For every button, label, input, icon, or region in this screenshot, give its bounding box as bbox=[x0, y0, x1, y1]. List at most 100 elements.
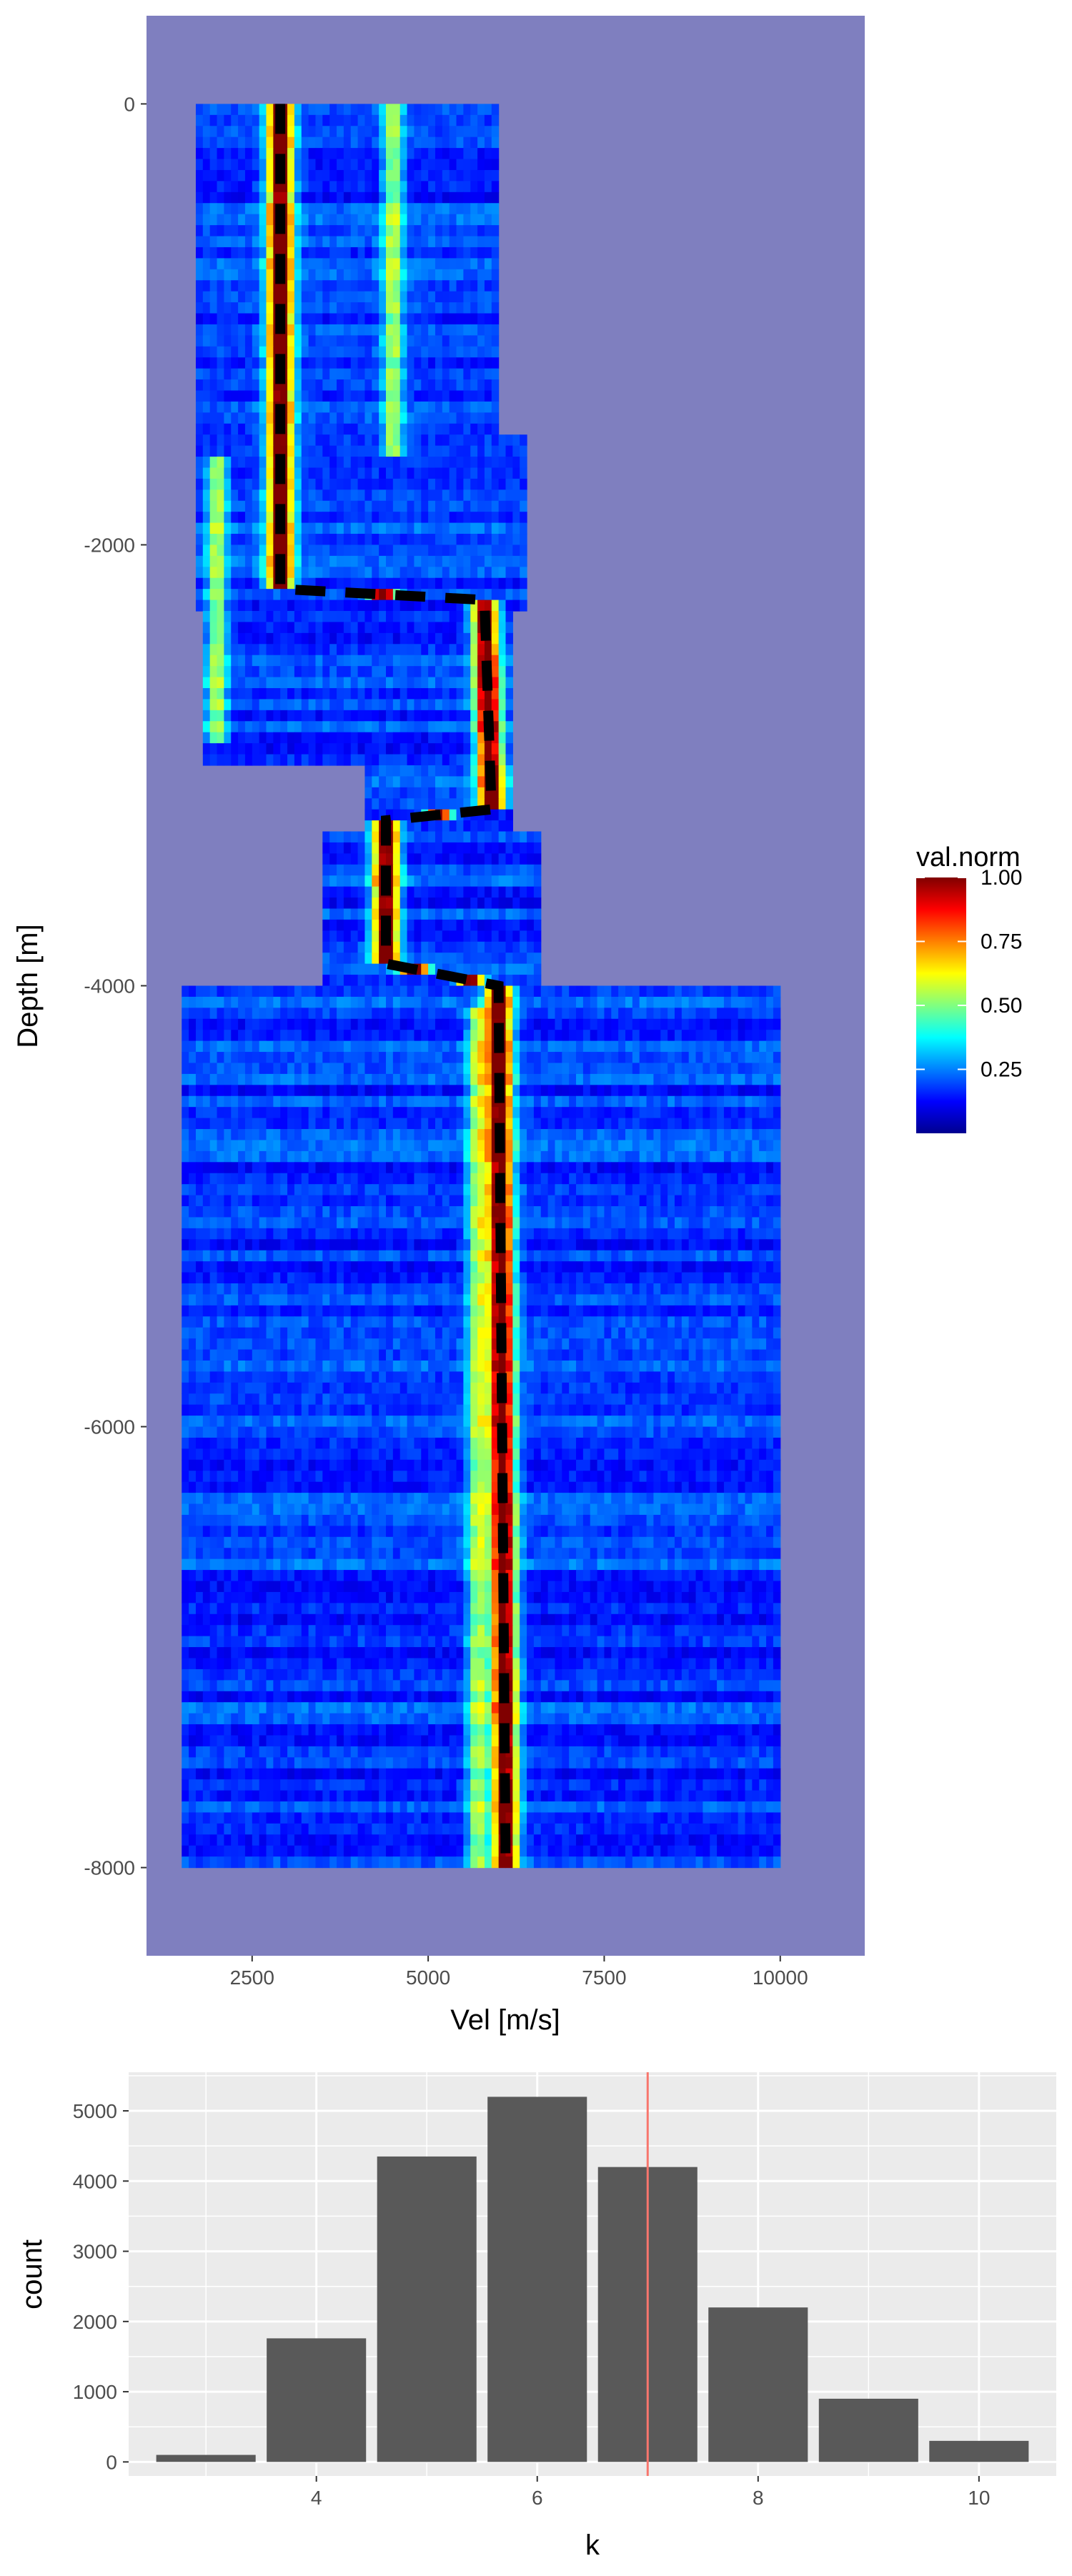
heatmap-cell bbox=[491, 732, 500, 744]
heatmap-cell bbox=[322, 534, 330, 546]
heatmap-cell bbox=[484, 577, 492, 590]
heatmap-cell bbox=[547, 996, 556, 1008]
heatmap-cell bbox=[189, 1052, 197, 1064]
heatmap-cell bbox=[209, 203, 218, 215]
heatmap-cell bbox=[449, 478, 457, 490]
heatmap-cell bbox=[392, 600, 401, 612]
heatmap-cell bbox=[357, 335, 366, 347]
heatmap-cell bbox=[252, 1052, 260, 1064]
heatmap-cell bbox=[491, 192, 500, 204]
heatmap-cell bbox=[252, 159, 260, 171]
heatmap-cell bbox=[337, 985, 344, 998]
heatmap-cell bbox=[442, 953, 450, 965]
heatmap-cell bbox=[632, 1162, 640, 1174]
heatmap-cell bbox=[463, 842, 471, 854]
heatmap-cell bbox=[449, 379, 457, 392]
heatmap-cell bbox=[688, 985, 697, 998]
heatmap-cell bbox=[484, 842, 492, 854]
heatmap-cell bbox=[604, 1195, 612, 1207]
heatmap-cell bbox=[252, 522, 260, 534]
heatmap-cell bbox=[308, 611, 317, 623]
heatmap-cell bbox=[428, 787, 436, 799]
heatmap-cell bbox=[238, 1107, 246, 1119]
heatmap-cell bbox=[308, 710, 317, 722]
heatmap-cell bbox=[569, 1140, 577, 1152]
heatmap-cell bbox=[266, 1184, 274, 1196]
heatmap-cell bbox=[209, 445, 218, 457]
heatmap-cell bbox=[322, 114, 330, 126]
heatmap-cell bbox=[287, 412, 295, 424]
heatmap-cell bbox=[252, 313, 260, 325]
heatmap-cell bbox=[498, 699, 507, 711]
heatmap-cell bbox=[435, 798, 443, 810]
heatmap-cell bbox=[449, 655, 457, 667]
heatmap-cell bbox=[273, 1018, 281, 1030]
heatmap-cell bbox=[710, 1073, 718, 1085]
heatmap-cell bbox=[231, 390, 239, 402]
heatmap-cell bbox=[407, 379, 415, 392]
heatmap-cell bbox=[435, 710, 443, 722]
heatmap-cell bbox=[280, 677, 288, 689]
heatmap-cell bbox=[231, 313, 239, 325]
heatmap-cell bbox=[484, 567, 492, 579]
heatmap-cell bbox=[520, 512, 527, 524]
heatmap-cell bbox=[231, 1129, 239, 1141]
heatmap-cell bbox=[244, 555, 253, 567]
heatmap-cell bbox=[252, 1173, 260, 1185]
heatmap-cell bbox=[392, 534, 401, 546]
heatmap-cell bbox=[428, 677, 436, 689]
heatmap-cell bbox=[414, 622, 422, 634]
heatmap-cell bbox=[343, 401, 352, 413]
heatmap-cell bbox=[294, 457, 302, 469]
heatmap-cell bbox=[337, 831, 344, 843]
heatmap-cell bbox=[379, 1018, 387, 1030]
heatmap-cell bbox=[470, 1150, 478, 1163]
heatmap-cell bbox=[350, 996, 359, 1008]
heatmap-cell bbox=[357, 875, 366, 887]
heatmap-cell bbox=[745, 1150, 753, 1163]
heatmap-cell bbox=[421, 1162, 429, 1174]
heatmap-cell bbox=[491, 302, 500, 314]
heatmap-cell bbox=[392, 169, 401, 181]
heatmap-cell bbox=[456, 390, 464, 402]
heatmap-cell bbox=[182, 1095, 189, 1108]
heatmap-cell bbox=[195, 423, 204, 435]
heatmap-cell bbox=[562, 1162, 570, 1174]
heatmap-cell bbox=[639, 1162, 647, 1174]
heatmap-cell bbox=[337, 489, 344, 502]
heatmap-cell bbox=[512, 522, 520, 534]
heatmap-cell bbox=[442, 743, 450, 755]
heatmap-cell bbox=[294, 1018, 302, 1030]
heatmap-cell bbox=[322, 600, 330, 612]
heatmap-cell bbox=[533, 985, 542, 998]
heatmap-cell bbox=[301, 600, 309, 612]
heatmap-cell bbox=[372, 1095, 379, 1108]
heatmap-cell bbox=[386, 577, 394, 590]
heatmap-cell bbox=[505, 930, 513, 943]
heatmap-cell bbox=[357, 192, 366, 204]
heatmap-cell bbox=[695, 1173, 703, 1185]
heatmap-cell bbox=[238, 136, 246, 149]
heatmap-cell bbox=[498, 842, 507, 854]
heatmap-cell bbox=[372, 1030, 379, 1042]
heatmap-cell bbox=[308, 1118, 317, 1130]
heatmap-cell bbox=[527, 1085, 535, 1097]
heatmap-cell bbox=[259, 379, 267, 392]
heatmap-cell bbox=[322, 136, 330, 149]
heatmap-cell bbox=[287, 225, 295, 237]
heatmap-cell bbox=[611, 1173, 619, 1185]
heatmap-cell bbox=[224, 335, 232, 347]
heatmap-cell bbox=[421, 577, 429, 590]
heatmap-cell bbox=[414, 611, 422, 623]
heatmap-cell bbox=[217, 710, 224, 722]
heatmap-cell bbox=[231, 192, 239, 204]
heatmap-cell bbox=[217, 423, 224, 435]
heatmap-cell bbox=[287, 743, 295, 755]
heatmap-cell bbox=[392, 114, 401, 126]
heatmap-cell bbox=[484, 754, 492, 766]
heatmap-cell bbox=[435, 467, 443, 479]
heatmap-cell bbox=[463, 1206, 471, 1218]
heatmap-cell bbox=[428, 897, 436, 910]
heatmap-cell bbox=[337, 247, 344, 259]
heatmap-cell bbox=[759, 1018, 767, 1030]
